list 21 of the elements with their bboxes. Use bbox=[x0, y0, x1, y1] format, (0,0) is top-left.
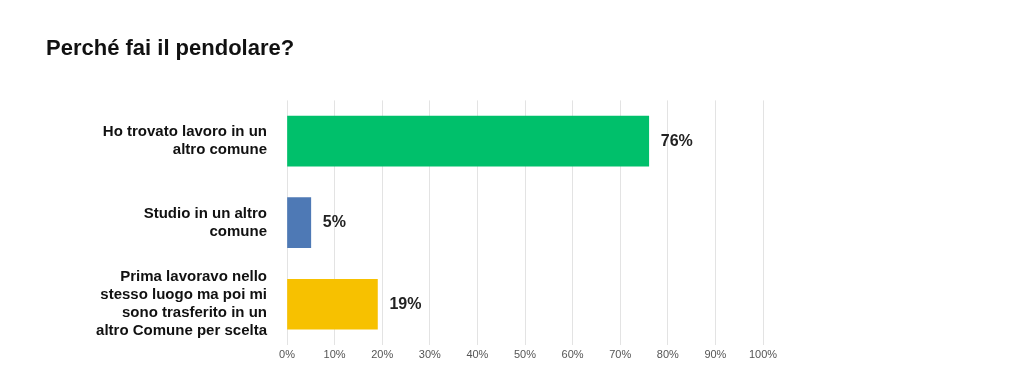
bar bbox=[287, 278, 378, 330]
data-label: 19% bbox=[389, 294, 422, 312]
x-tick-label: 0% bbox=[279, 347, 296, 360]
y-tick-label: Ho trovato lavoro in un altro comune bbox=[102, 122, 267, 158]
x-tick-label: 20% bbox=[371, 347, 394, 360]
x-tick-label: 80% bbox=[656, 347, 680, 360]
data-label: 76% bbox=[660, 131, 693, 149]
y-tick-label: Prima lavoravo nello stesso luogo ma poi mi sono trasferito in un altro Comune per scelta bbox=[96, 267, 268, 339]
bar bbox=[287, 197, 312, 249]
x-tick-label: 10% bbox=[323, 347, 346, 360]
x-tick-label: 70% bbox=[609, 347, 632, 360]
chart-title: Perché fai il pendolare? bbox=[46, 35, 295, 61]
bar bbox=[287, 115, 650, 167]
x-tick-label: 90% bbox=[704, 347, 727, 360]
y-tick-label: Studio in un altro comune bbox=[143, 203, 267, 239]
x-tick-label: 50% bbox=[513, 347, 537, 360]
x-tick-label: 100% bbox=[748, 347, 778, 360]
x-tick-label: 60% bbox=[561, 347, 584, 360]
x-tick-label: 40% bbox=[466, 347, 489, 360]
data-label: 5% bbox=[322, 213, 346, 231]
x-tick-label: 30% bbox=[418, 347, 442, 360]
